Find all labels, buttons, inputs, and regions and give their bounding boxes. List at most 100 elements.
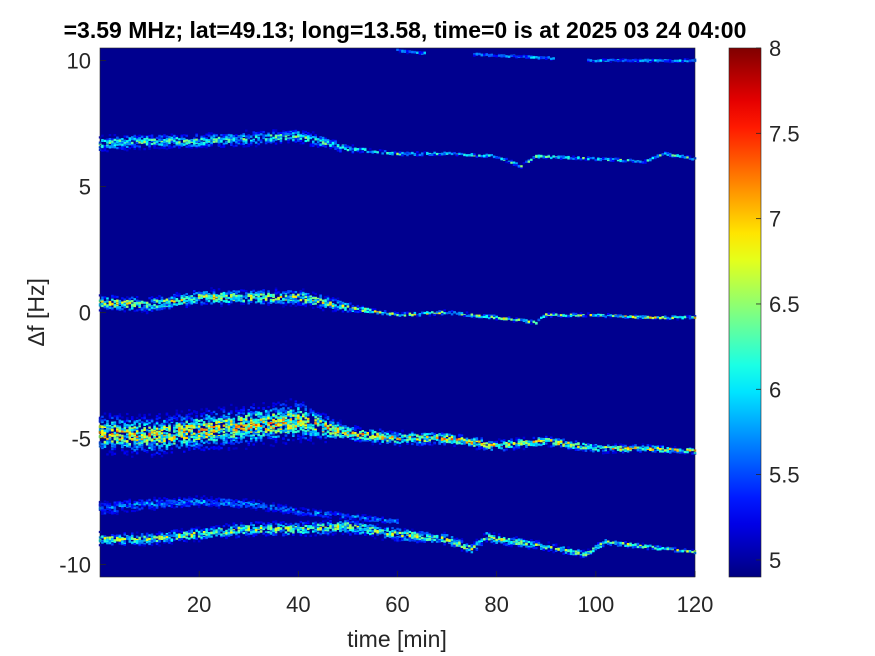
heat-cell — [185, 440, 188, 443]
heat-cell — [316, 523, 320, 526]
heat-cell — [101, 446, 104, 450]
heat-cell — [108, 306, 112, 310]
heat-cell — [272, 520, 275, 523]
heat-cell — [225, 429, 228, 432]
heat-cell — [185, 303, 188, 306]
heat-cell — [245, 434, 248, 437]
heat-cell — [108, 440, 112, 443]
heat-cell — [215, 428, 218, 431]
heat-cell — [326, 427, 330, 430]
heat-cell — [148, 431, 151, 434]
heat-cell — [433, 538, 436, 541]
heat-cell — [153, 442, 156, 445]
heat-cell — [173, 300, 176, 303]
heat-cell — [250, 434, 253, 437]
heat-cell — [569, 447, 573, 450]
heat-cell — [448, 539, 451, 542]
heat-cell — [373, 436, 377, 439]
heat-cell — [207, 528, 211, 531]
heat-cell — [170, 451, 174, 454]
heat-cell — [401, 537, 404, 540]
heat-cell — [359, 306, 362, 310]
heat-cell — [336, 523, 340, 526]
heat-cell — [497, 446, 501, 449]
heat-cell — [170, 305, 174, 308]
heat-cell — [440, 536, 444, 539]
heat-cell — [131, 534, 134, 537]
heat-cell — [354, 522, 357, 525]
heat-cell — [433, 437, 436, 441]
heat-cell — [188, 435, 191, 438]
heat-cell — [398, 314, 402, 317]
heat-cell — [284, 434, 288, 437]
heat-cell — [314, 432, 317, 435]
heat-cell — [118, 429, 122, 432]
heat-cell — [329, 526, 332, 529]
heat-cell — [364, 431, 367, 434]
heat-cell — [135, 439, 139, 442]
heat-cell — [230, 435, 233, 438]
heat-cell — [183, 441, 186, 444]
heat-cell — [336, 434, 340, 437]
heat-cell — [247, 535, 250, 538]
heat-cell — [274, 441, 278, 444]
heat-cell — [316, 436, 320, 439]
heat-cell — [259, 417, 263, 420]
heat-cell — [366, 433, 369, 436]
heat-cell — [250, 426, 253, 429]
heat-cell — [185, 293, 188, 296]
heat-cell — [267, 406, 270, 409]
heat-cell — [673, 445, 677, 449]
heat-cell — [262, 407, 265, 410]
heat-cell — [232, 424, 236, 427]
heat-cell — [108, 538, 112, 541]
heat-cell — [294, 412, 298, 415]
heat-cell — [111, 543, 114, 546]
heat-cell — [252, 293, 255, 296]
heat-cell — [354, 520, 357, 523]
heat-cell — [485, 447, 488, 450]
heat-cell — [210, 297, 213, 300]
heat-cell — [111, 429, 114, 432]
heat-cell — [324, 300, 327, 303]
heat-cell — [111, 421, 114, 424]
heat-cell — [515, 536, 518, 539]
heat-cell — [371, 434, 374, 437]
heat-cell — [552, 551, 555, 554]
heat-cell — [408, 433, 412, 436]
heat-cell — [237, 430, 241, 433]
heat-cell — [604, 541, 607, 544]
heat-cell — [354, 524, 357, 527]
heat-cell — [542, 548, 545, 551]
heat-cell — [497, 444, 501, 447]
heat-cell — [188, 537, 191, 540]
heat-cell — [490, 443, 493, 447]
heat-cell — [133, 542, 136, 546]
heat-cell — [582, 552, 585, 555]
heat-cell — [103, 425, 107, 428]
heat-cell — [373, 526, 377, 529]
heat-cell — [277, 430, 280, 433]
heat-cell — [460, 437, 464, 441]
heat-cell — [381, 435, 384, 438]
heat-cell — [195, 299, 198, 302]
heat-cell — [629, 447, 632, 450]
heat-cell — [103, 535, 107, 538]
heat-cell — [205, 435, 208, 438]
heat-cell — [227, 413, 231, 416]
heat-cell — [215, 529, 218, 532]
heat-cell — [284, 400, 288, 403]
heat-cell — [128, 436, 131, 439]
heat-cell — [140, 417, 144, 420]
heat-cell — [326, 301, 330, 304]
heat-cell — [401, 438, 404, 441]
heat-cell — [180, 302, 184, 305]
heat-cell — [497, 533, 501, 536]
heat-cell — [292, 414, 295, 417]
heat-cell — [183, 438, 186, 441]
heat-cell — [401, 429, 404, 432]
heat-cell — [292, 301, 295, 304]
heat-cell — [396, 539, 399, 542]
heat-cell — [373, 525, 377, 528]
heat-cell — [339, 419, 342, 422]
